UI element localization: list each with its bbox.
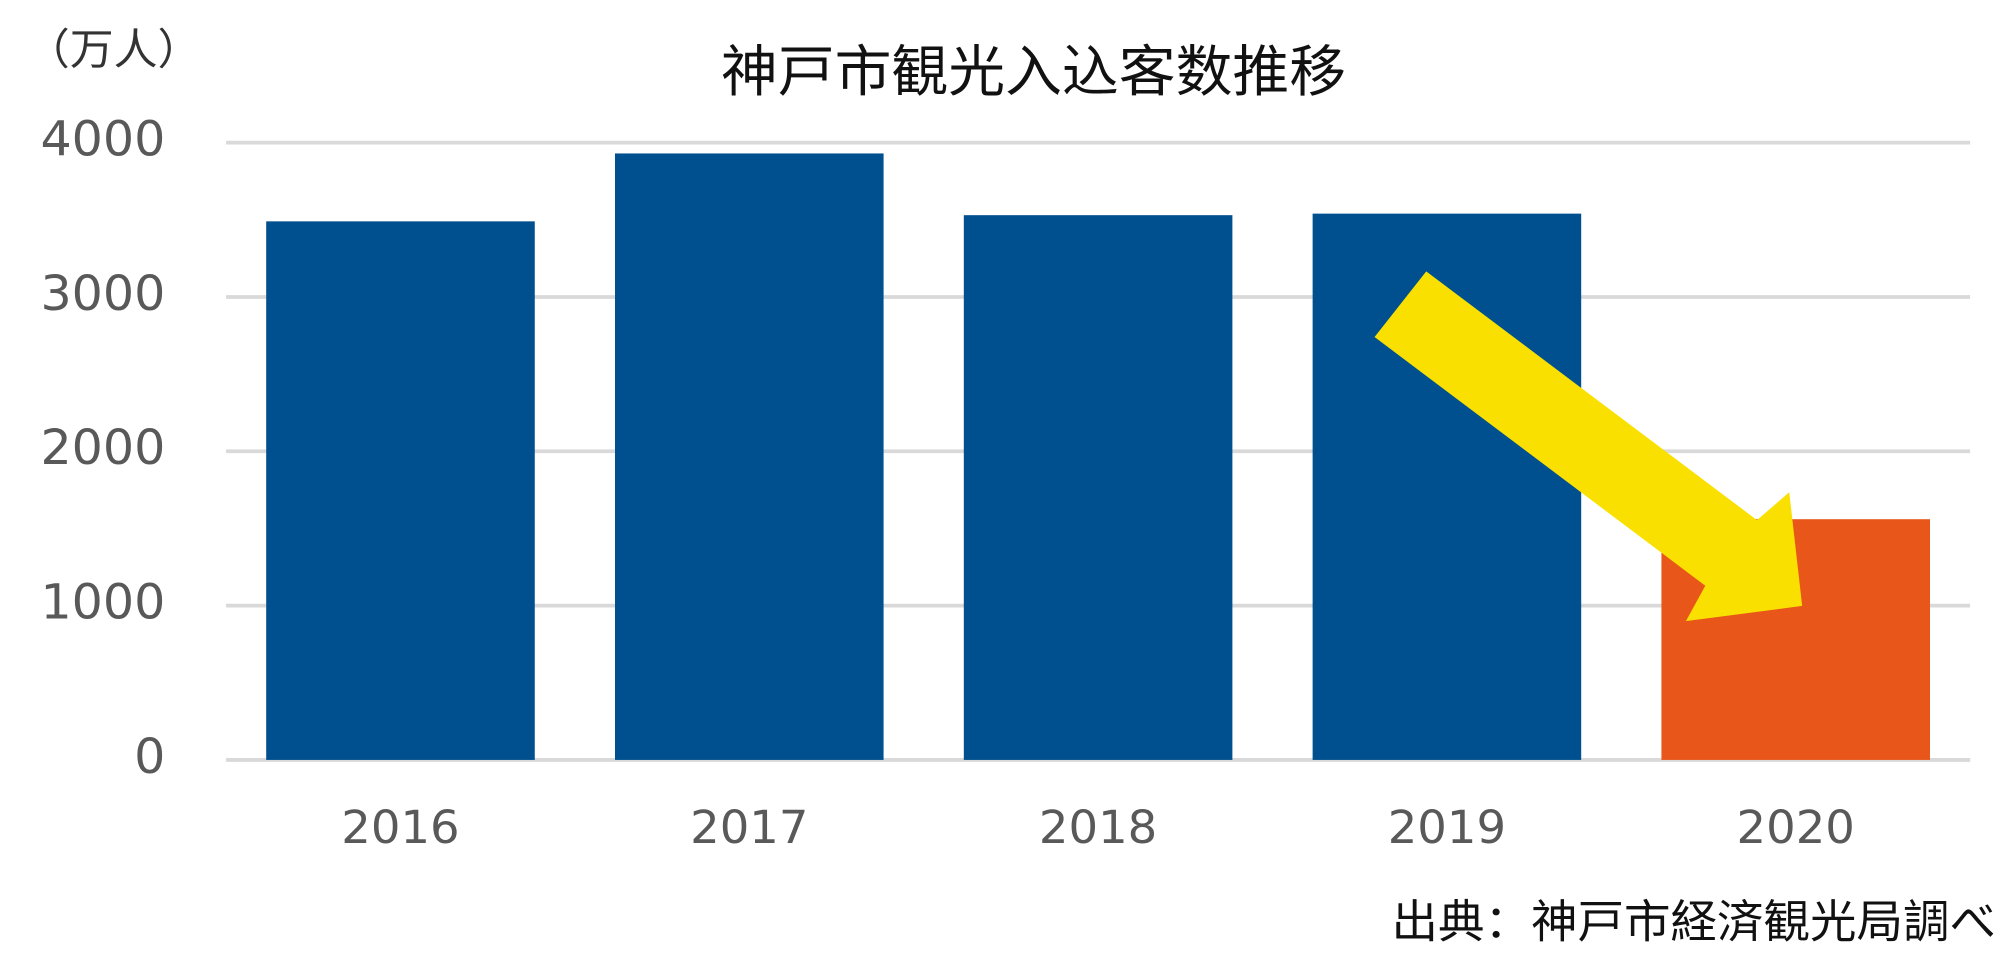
plot-area: 0 1000 2000 3000 4000 2016 2017 2018 2019 2020 <box>40 112 1971 854</box>
y-tick-label: 0 <box>134 729 165 784</box>
bar <box>963 215 1233 760</box>
bar <box>266 221 535 760</box>
y-axis-label: （万人） <box>26 26 202 75</box>
x-tick-label: 2020 <box>1737 800 1855 853</box>
y-tick-label: 3000 <box>40 266 165 321</box>
bar <box>615 153 884 760</box>
x-tick-label: 2019 <box>1388 800 1506 853</box>
trend-arrow <box>1374 271 1803 622</box>
x-tick-label: 2018 <box>1039 800 1157 853</box>
y-tick-label: 1000 <box>40 575 165 630</box>
x-tick-label: 2016 <box>341 800 459 853</box>
chart-title: 神戸市観光入込客数推移 <box>721 41 1346 105</box>
x-tick-label: 2017 <box>690 800 808 853</box>
y-tick-label: 4000 <box>40 112 165 167</box>
y-tick-label: 2000 <box>40 421 165 476</box>
source-note: 出典：神戸市経済観光局調べ <box>1391 895 1995 948</box>
